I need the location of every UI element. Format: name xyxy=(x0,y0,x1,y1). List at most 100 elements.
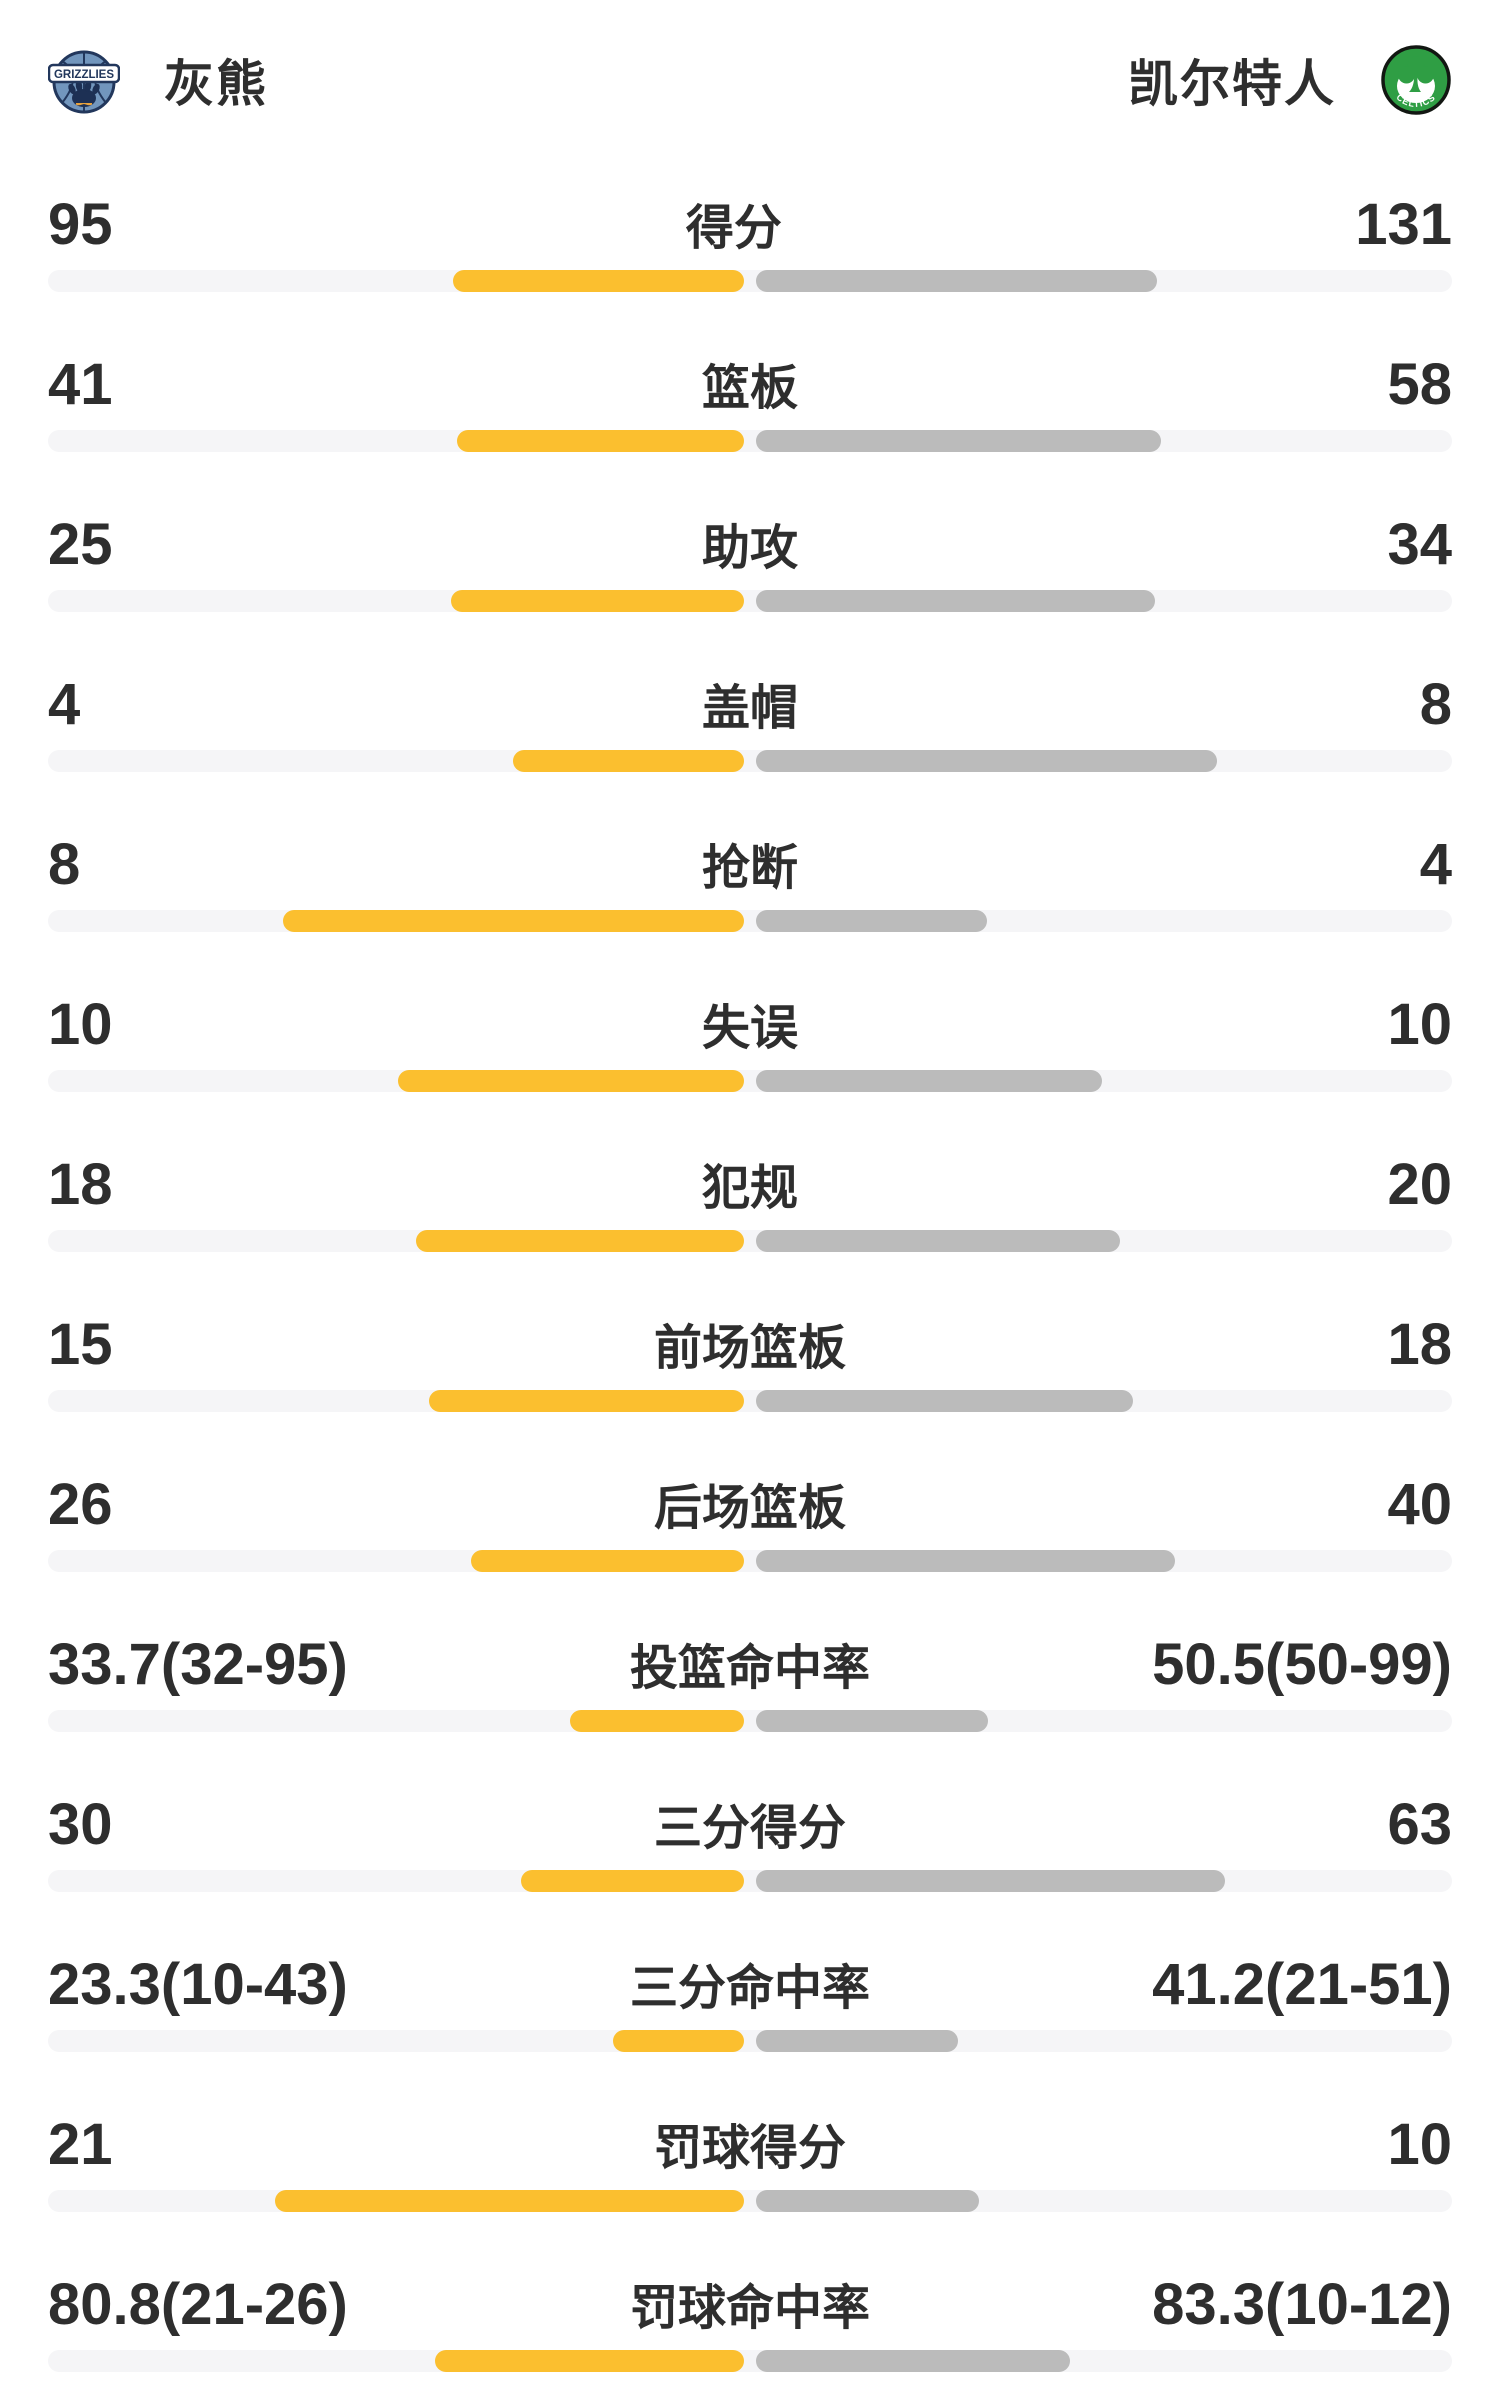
stat-label: 抢断 xyxy=(701,842,798,895)
stat-left-value: 8 xyxy=(48,832,81,897)
stat-row: 41 篮板 58 xyxy=(0,320,1500,480)
stat-label: 盖帽 xyxy=(701,682,798,735)
stat-right-value: 50.5(50-99) xyxy=(1152,1632,1452,1697)
stat-right-value: 131 xyxy=(1355,192,1452,257)
stat-bar-right xyxy=(756,2350,1070,2372)
stat-bar-track xyxy=(48,750,1452,772)
stat-row: 21 罚球得分 10 xyxy=(0,2080,1500,2240)
stat-right-value: 41.2(21-51) xyxy=(1152,1952,1452,2017)
stat-left-value: 15 xyxy=(48,1312,113,1377)
header: GRIZZLIES 灰熊 凯尔特人 CELTICS xyxy=(48,40,1452,120)
stats-list: 95 得分 131 41 篮板 58 25 助攻 34 xyxy=(0,160,1500,2400)
stat-bar-left xyxy=(429,1390,744,1412)
stat-row: 8 抢断 4 xyxy=(0,800,1500,960)
stat-label: 后场篮板 xyxy=(653,1482,846,1535)
stat-right-value: 20 xyxy=(1387,1152,1452,1217)
stat-bar-left xyxy=(457,430,744,452)
stat-bar-track xyxy=(48,1870,1452,1892)
stat-left-value: 80.8(21-26) xyxy=(48,2272,348,2337)
stat-bar-right xyxy=(756,1230,1120,1252)
stat-line: 21 罚球得分 10 xyxy=(48,2108,1452,2178)
stat-bar-right xyxy=(756,2190,979,2212)
stat-left-value: 30 xyxy=(48,1792,113,1857)
stat-label: 投篮命中率 xyxy=(629,1642,870,1695)
stat-right-value: 58 xyxy=(1387,352,1452,417)
stat-bar-right xyxy=(756,1710,988,1732)
stat-row: 26 后场篮板 40 xyxy=(0,1440,1500,1600)
stat-bar-left xyxy=(513,750,744,772)
stat-left-value: 26 xyxy=(48,1472,113,1537)
stat-label: 得分 xyxy=(685,202,782,255)
stat-right-value: 34 xyxy=(1387,512,1452,577)
stat-right-value: 40 xyxy=(1387,1472,1452,1537)
stat-bar-track xyxy=(48,2190,1452,2212)
stat-bar-left xyxy=(416,1230,744,1252)
celtics-logo-icon: CELTICS xyxy=(1381,45,1451,115)
stat-left-value: 10 xyxy=(48,992,113,1057)
stat-row: 18 犯规 20 xyxy=(0,1120,1500,1280)
stat-bar-track xyxy=(48,2350,1452,2372)
stat-line: 95 得分 131 xyxy=(48,188,1452,258)
stat-line: 41 篮板 58 xyxy=(48,348,1452,418)
stat-row: 80.8(21-26) 罚球命中率 83.3(10-12) xyxy=(0,2240,1500,2400)
stat-line: 4 盖帽 8 xyxy=(48,668,1452,738)
stat-label: 罚球命中率 xyxy=(629,2282,870,2335)
stat-left-value: 33.7(32-95) xyxy=(48,1632,348,1697)
stat-row: 15 前场篮板 18 xyxy=(0,1280,1500,1440)
stat-right-value: 10 xyxy=(1387,992,1452,1057)
stat-bar-track xyxy=(48,1710,1452,1732)
stat-label: 三分得分 xyxy=(653,1802,846,1855)
stat-bar-right xyxy=(756,910,987,932)
stat-left-value: 4 xyxy=(48,672,81,737)
stat-label: 前场篮板 xyxy=(653,1322,846,1375)
stat-bar-track xyxy=(48,2030,1452,2052)
stat-right-value: 8 xyxy=(1419,672,1452,737)
stat-row: 30 三分得分 63 xyxy=(0,1760,1500,1920)
team-left-name: 灰熊 xyxy=(164,56,268,112)
stat-line: 25 助攻 34 xyxy=(48,508,1452,578)
stat-bar-left xyxy=(471,1550,744,1572)
stat-left-value: 95 xyxy=(48,192,113,257)
stat-left-value: 25 xyxy=(48,512,113,577)
stat-bar-left xyxy=(613,2030,744,2052)
stat-row: 95 得分 131 xyxy=(0,160,1500,320)
stat-bar-left xyxy=(398,1070,744,1092)
stat-row: 10 失误 10 xyxy=(0,960,1500,1120)
stat-line: 18 犯规 20 xyxy=(48,1148,1452,1218)
stat-line: 15 前场篮板 18 xyxy=(48,1308,1452,1378)
stat-bar-left xyxy=(275,2190,744,2212)
stat-row: 33.7(32-95) 投篮命中率 50.5(50-99) xyxy=(0,1600,1500,1760)
stat-bar-track xyxy=(48,1070,1452,1092)
stat-line: 26 后场篮板 40 xyxy=(48,1468,1452,1538)
stat-bar-right xyxy=(756,590,1155,612)
team-left: GRIZZLIES 灰熊 xyxy=(48,44,268,116)
stat-bar-right xyxy=(756,2030,958,2052)
stat-right-value: 18 xyxy=(1387,1312,1452,1377)
stat-line: 80.8(21-26) 罚球命中率 83.3(10-12) xyxy=(48,2268,1452,2338)
stat-right-value: 4 xyxy=(1419,832,1452,897)
celtics-logo-text: CELTICS xyxy=(1395,92,1437,109)
stat-bar-track xyxy=(48,590,1452,612)
stat-bar-left xyxy=(453,270,744,292)
stat-bar-left xyxy=(435,2350,744,2372)
stat-right-value: 10 xyxy=(1387,2112,1452,2177)
stat-left-value: 41 xyxy=(48,352,113,417)
stat-label: 犯规 xyxy=(701,1162,798,1215)
stat-label: 三分命中率 xyxy=(629,1962,870,2015)
stat-line: 10 失误 10 xyxy=(48,988,1452,1058)
stat-right-value: 83.3(10-12) xyxy=(1152,2272,1452,2337)
stat-row: 23.3(10-43) 三分命中率 41.2(21-51) xyxy=(0,1920,1500,2080)
stat-bar-track xyxy=(48,1550,1452,1572)
stat-bar-left xyxy=(451,590,744,612)
stat-line: 8 抢断 4 xyxy=(48,828,1452,898)
grizzlies-logo-icon: GRIZZLIES xyxy=(48,50,120,114)
stat-label: 篮板 xyxy=(701,362,798,415)
stat-bar-left xyxy=(283,910,744,932)
team-right: 凯尔特人 CELTICS xyxy=(1128,44,1452,116)
svg-text:CELTICS: CELTICS xyxy=(1395,92,1438,109)
stat-bar-right xyxy=(756,1390,1133,1412)
stat-label: 助攻 xyxy=(701,522,798,575)
stat-bar-right xyxy=(756,750,1217,772)
stat-bar-track xyxy=(48,1390,1452,1412)
